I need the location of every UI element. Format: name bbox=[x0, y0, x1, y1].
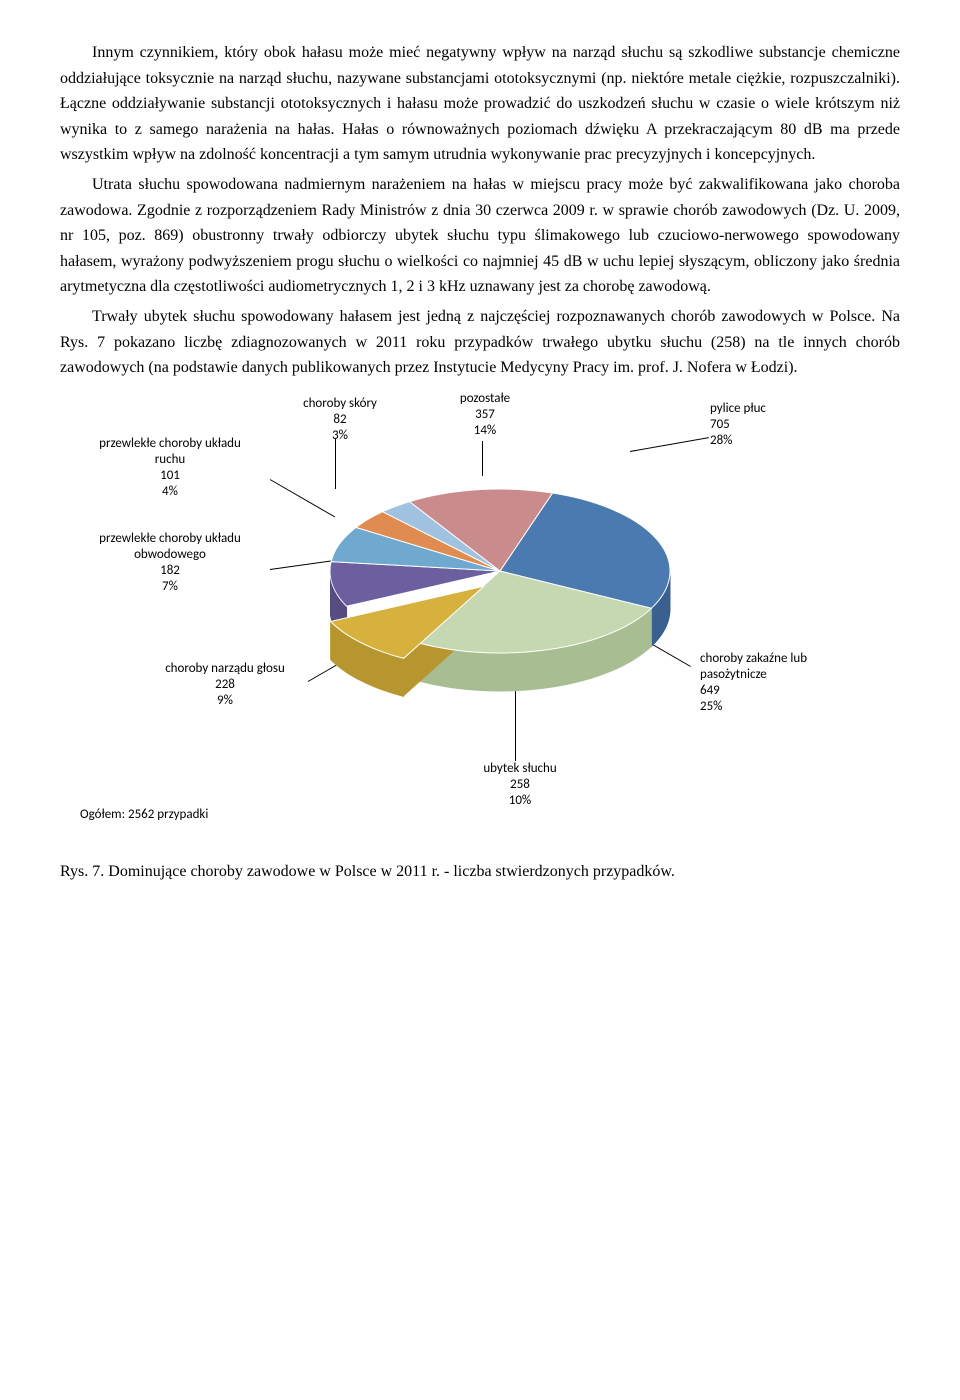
pie-label-pylice: pylice płuc 705 28% bbox=[710, 401, 830, 450]
body-paragraph: Innym czynnikiem, który obok hałasu może… bbox=[60, 40, 900, 168]
body-paragraph: Utrata słuchu spowodowana nadmiernym nar… bbox=[60, 172, 900, 300]
pie-label-ruchu: przewlekłe choroby układu ruchu 101 4% bbox=[70, 436, 270, 501]
pie-chart-svg bbox=[330, 461, 690, 741]
pie-chart-figure: pozostałe 357 14% pylice płuc 705 28% ch… bbox=[70, 391, 890, 841]
pie-label-glosu: choroby narządu głosu 228 9% bbox=[140, 661, 310, 710]
pie-label-obwodowego: przewlekłe choroby układu obwodowego 182… bbox=[70, 531, 270, 596]
pie-label-pozostale: pozostałe 357 14% bbox=[440, 391, 530, 440]
figure-caption: Rys. 7. Dominujące choroby zawodowe w Po… bbox=[60, 859, 900, 885]
leader-line bbox=[270, 479, 335, 517]
leader-line bbox=[630, 437, 709, 452]
pie-label-skory: choroby skóry 82 3% bbox=[285, 396, 395, 445]
pie-label-zakazne: choroby zakaźne lub pasożytnicze 649 25% bbox=[700, 651, 870, 716]
chart-totals: Ogółem: 2562 przypadki bbox=[80, 805, 208, 826]
leader-line bbox=[270, 560, 335, 570]
body-paragraph: Trwały ubytek słuchu spowodowany hałasem… bbox=[60, 304, 900, 381]
pie-label-ubytek: ubytek słuchu 258 10% bbox=[460, 761, 580, 810]
